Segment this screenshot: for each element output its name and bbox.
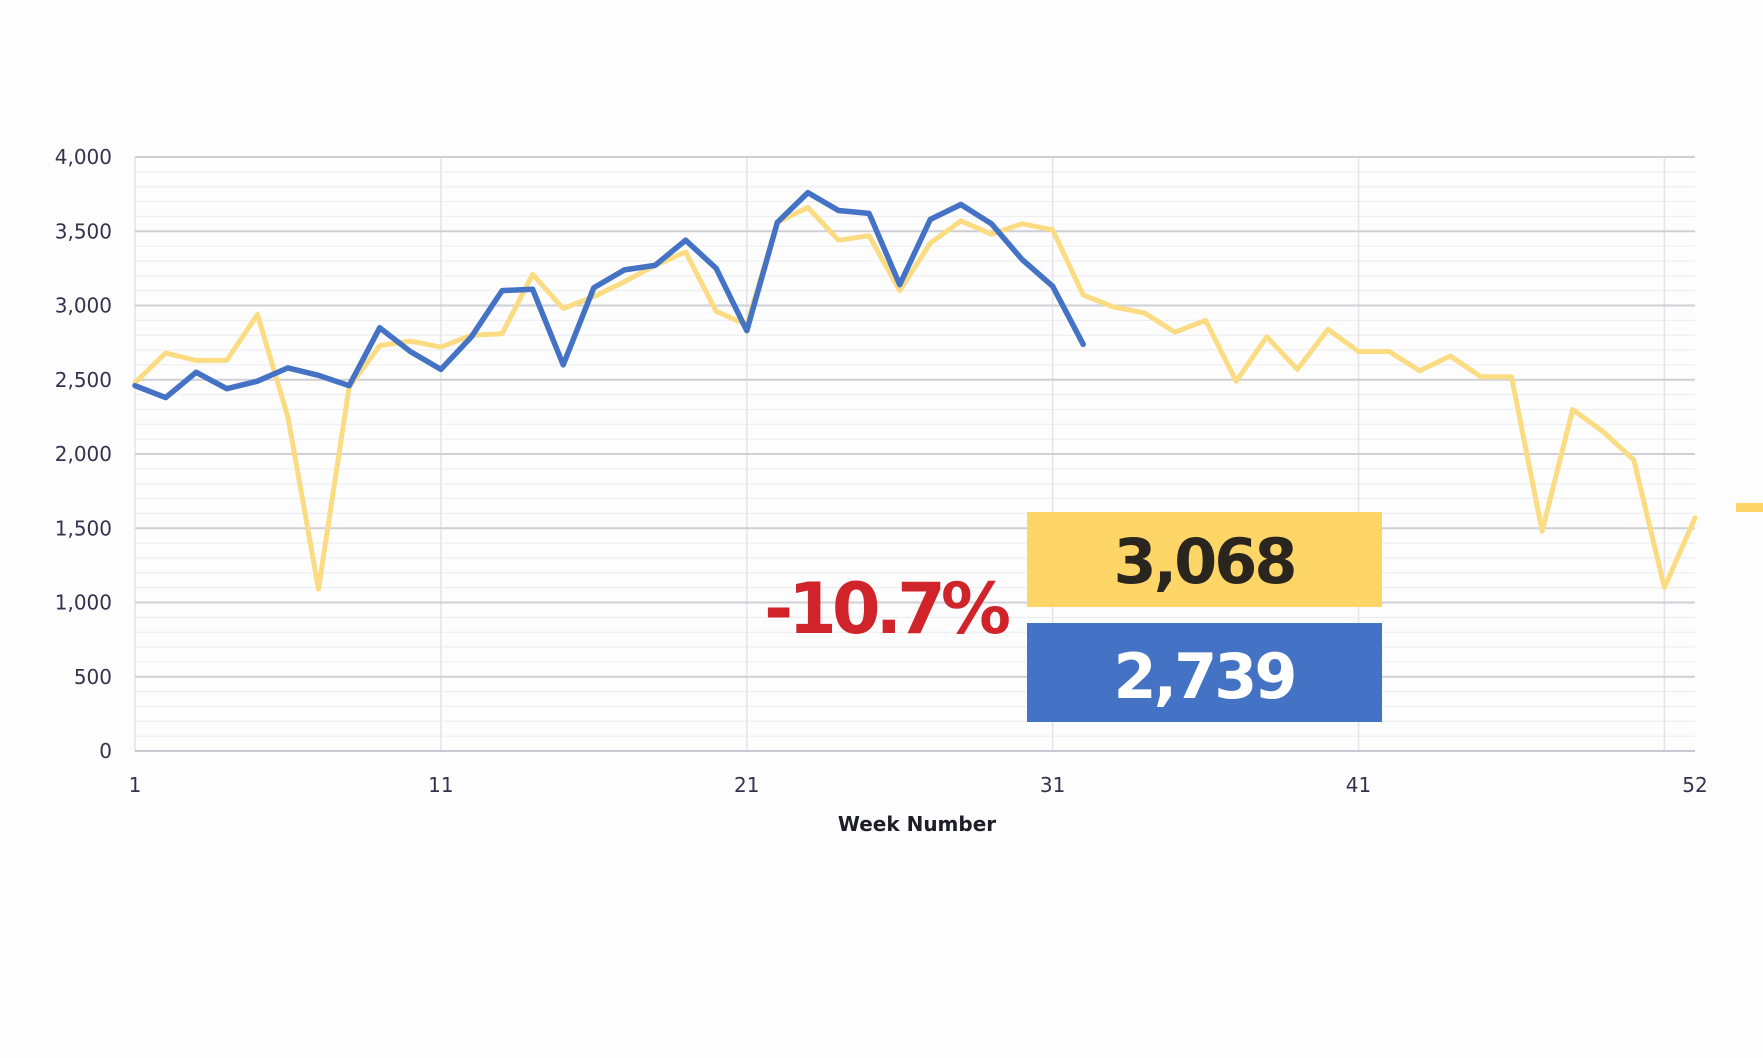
x-tick-label: 31 bbox=[1040, 773, 1065, 797]
series-lines bbox=[132, 189, 1698, 592]
y-tick-label: 1,500 bbox=[55, 516, 112, 540]
series-line-last-year bbox=[132, 205, 1698, 592]
this-year-box bbox=[1027, 623, 1382, 722]
y-tick-label: 500 bbox=[74, 665, 112, 689]
y-tick-label: 0 bbox=[99, 739, 112, 763]
x-tick-label: 11 bbox=[428, 773, 453, 797]
percent-change: -10.7% bbox=[764, 568, 1009, 650]
x-tick-label: 41 bbox=[1346, 773, 1371, 797]
y-tick-label: 4,000 bbox=[55, 145, 112, 169]
x-axis-title: Week Number bbox=[838, 812, 996, 836]
this-year-value: 2,739 bbox=[1113, 640, 1294, 713]
axes: 0 500 1,000 1,500 2,000 2,500 3,000 3,500 4,000 1… bbox=[55, 145, 1708, 797]
last-year-box bbox=[1027, 512, 1382, 607]
y-tick-label: 1,000 bbox=[55, 591, 112, 615]
comparison-callout: 3,068 2,739 -10.7% bbox=[764, 512, 1382, 722]
series-line-this-year bbox=[132, 189, 1086, 401]
y-tick-label: 3,500 bbox=[55, 219, 112, 243]
edge-marker bbox=[1736, 503, 1763, 512]
x-tick-label: 1 bbox=[129, 773, 142, 797]
y-tick-label: 2,000 bbox=[55, 442, 112, 466]
x-tick-label: 52 bbox=[1682, 773, 1707, 797]
last-year-value: 3,068 bbox=[1113, 525, 1294, 598]
gridlines bbox=[134, 156, 1695, 752]
y-tick-label: 2,500 bbox=[55, 368, 112, 392]
x-tick-label: 21 bbox=[734, 773, 759, 797]
y-tick-label: 3,000 bbox=[55, 294, 112, 318]
